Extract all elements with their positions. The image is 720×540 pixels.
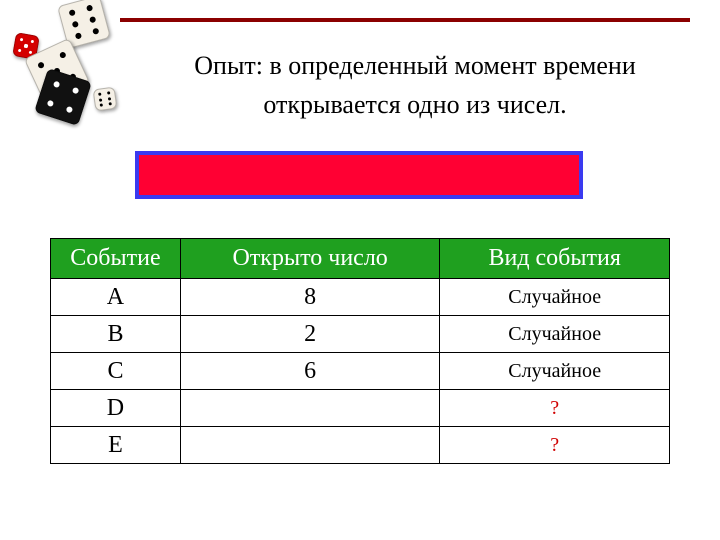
events-table: Событие Открыто число Вид события A8Случ… xyxy=(50,238,670,464)
die-pip xyxy=(68,9,75,16)
die-pip xyxy=(86,5,93,12)
die-pip xyxy=(71,87,79,95)
table-row: C6Случайное xyxy=(51,353,670,390)
table-body: A8СлучайноеB2СлучайноеC6СлучайноеD?E? xyxy=(51,279,670,464)
table-row: E? xyxy=(51,427,670,464)
title-line-2: открывается одно из чисел. xyxy=(140,85,690,124)
die-pip xyxy=(18,49,22,53)
col-header-kind: Вид события xyxy=(440,239,670,279)
die-pip xyxy=(98,92,101,95)
cell-number: 8 xyxy=(180,279,439,316)
cell-number xyxy=(180,427,439,464)
die-pip xyxy=(53,81,61,89)
die-pip xyxy=(31,40,35,44)
dice-decoration xyxy=(6,0,146,120)
top-rule xyxy=(120,18,690,22)
die-pip xyxy=(20,38,24,42)
title-block: Опыт: в определенный момент времени откр… xyxy=(140,46,690,124)
cell-number: 6 xyxy=(180,353,439,390)
table-row: D? xyxy=(51,390,670,427)
cell-number xyxy=(180,390,439,427)
die-pip xyxy=(65,105,73,113)
table-header-row: Событие Открыто число Вид события xyxy=(51,239,670,279)
die-pip xyxy=(37,61,46,70)
col-header-event: Событие xyxy=(51,239,181,279)
die-pip xyxy=(47,99,55,107)
cell-kind: ? xyxy=(440,390,670,427)
cell-kind: Случайное xyxy=(440,316,670,353)
table-row: A8Случайное xyxy=(51,279,670,316)
cell-event: A xyxy=(51,279,181,316)
col-header-number: Открыто число xyxy=(180,239,439,279)
die-pip xyxy=(71,21,78,28)
die-pip xyxy=(100,103,103,106)
die-pip xyxy=(24,44,28,48)
cell-event: B xyxy=(51,316,181,353)
die-pip xyxy=(99,98,102,101)
die-pip xyxy=(75,32,82,39)
die-pip xyxy=(58,51,67,60)
cell-event: D xyxy=(51,390,181,427)
cell-kind: Случайное xyxy=(440,279,670,316)
cell-kind: ? xyxy=(440,427,670,464)
highlight-banner xyxy=(135,151,583,199)
die-pip xyxy=(108,102,111,105)
cell-kind: Случайное xyxy=(440,353,670,390)
die-pip xyxy=(108,97,111,100)
die-pip xyxy=(107,91,110,94)
die-pip xyxy=(89,16,96,23)
table-row: B2Случайное xyxy=(51,316,670,353)
cell-event: E xyxy=(51,427,181,464)
die-pip xyxy=(29,51,33,55)
die-icon xyxy=(93,87,118,112)
cell-event: C xyxy=(51,353,181,390)
die-pip xyxy=(92,27,99,34)
title-line-1: Опыт: в определенный момент времени xyxy=(140,46,690,85)
cell-number: 2 xyxy=(180,316,439,353)
